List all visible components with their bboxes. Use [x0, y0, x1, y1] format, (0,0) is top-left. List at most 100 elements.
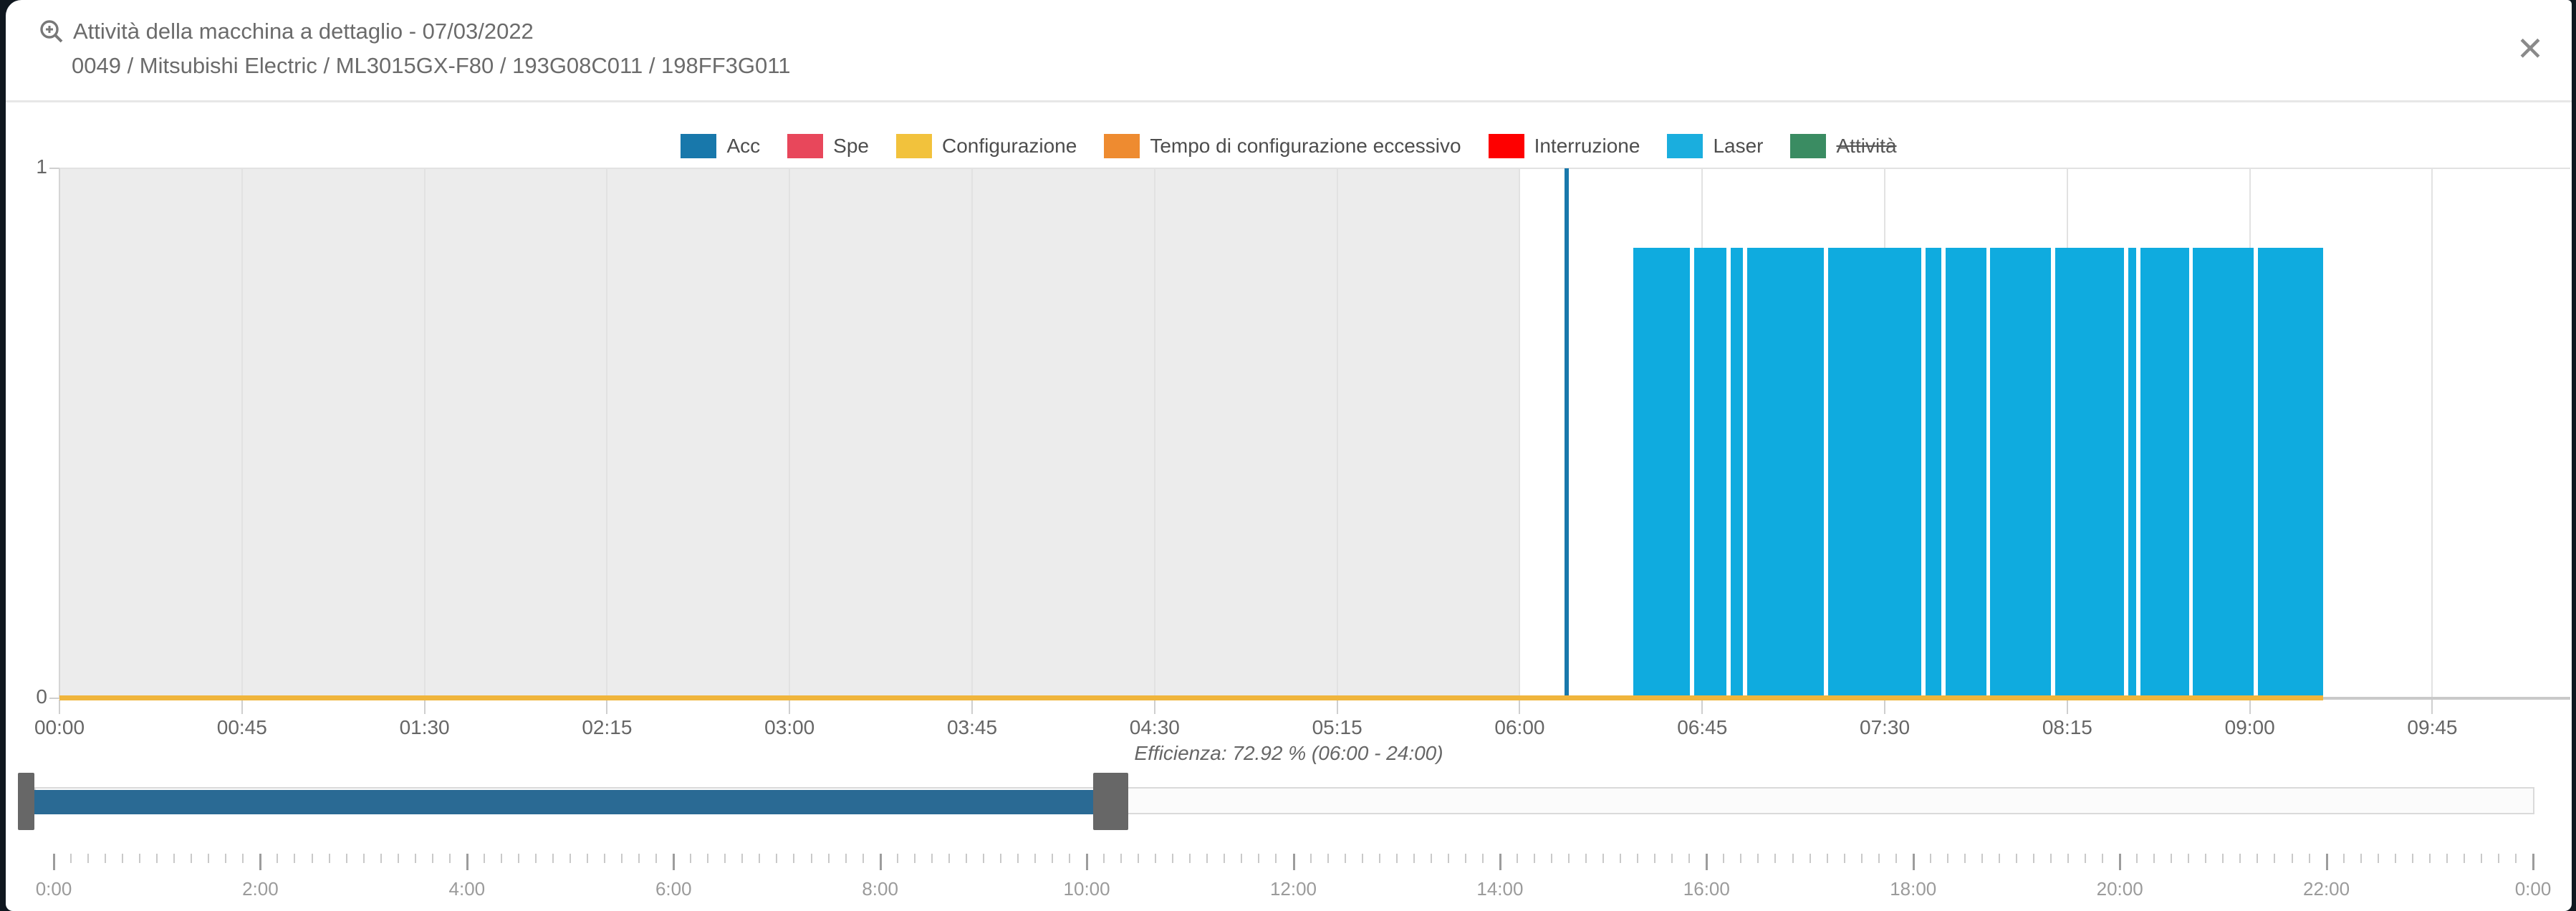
x-axis-label: 05:15 — [1312, 716, 1363, 738]
ruler-minor-tick — [2377, 854, 2379, 863]
ruler-minor-tick — [122, 854, 124, 863]
slider-handle-right[interactable] — [1093, 773, 1128, 830]
legend-label: Attività — [1836, 135, 1897, 157]
legend-swatch-icon — [681, 134, 717, 158]
x-gridline — [1336, 168, 1338, 698]
ruler-minor-tick — [2342, 854, 2345, 863]
legend-swatch-icon — [1104, 134, 1140, 158]
series-bar-laser[interactable] — [1925, 248, 1942, 700]
ruler-minor-tick — [1017, 854, 1019, 863]
x-gridline — [59, 168, 60, 698]
legend-label: Acc — [726, 135, 761, 157]
ruler-minor-tick — [2050, 854, 2052, 863]
series-bar-laser[interactable] — [1990, 248, 2052, 700]
legend-item-tempo-di-configurazione-eccessivo[interactable]: Tempo di configurazione eccessivo — [1104, 134, 1461, 158]
legend-item-spe[interactable]: Spe — [787, 134, 869, 158]
header-divider — [6, 100, 2572, 102]
ruler-minor-tick — [690, 854, 692, 863]
ruler-minor-tick — [707, 854, 709, 863]
series-baseline-configurazione[interactable] — [59, 695, 2323, 700]
slider-handle-left[interactable] — [18, 773, 34, 830]
series-bar-laser[interactable] — [2128, 248, 2137, 700]
series-bar-laser[interactable] — [1730, 248, 1743, 700]
ruler-minor-tick — [2411, 854, 2413, 863]
x-axis-tick — [1519, 700, 1521, 714]
ruler-minor-tick — [1843, 854, 1845, 863]
ruler-minor-tick — [2032, 854, 2034, 863]
ruler-minor-tick — [1481, 854, 1484, 863]
ruler-minor-tick — [1602, 854, 1605, 863]
series-bar-laser[interactable] — [2140, 248, 2189, 700]
ruler-minor-tick — [1826, 854, 1828, 863]
ruler-minor-tick — [1757, 854, 1759, 863]
series-bar-laser[interactable] — [1693, 248, 1727, 700]
ruler-minor-tick — [1895, 854, 1897, 863]
legend-label: Interruzione — [1534, 135, 1640, 157]
ruler-major-tick — [2119, 854, 2122, 870]
ruler-minor-tick — [2514, 854, 2517, 863]
x-axis-label: 01:30 — [399, 716, 450, 738]
ruler-minor-tick — [1671, 854, 1673, 863]
x-axis-label: 09:45 — [2407, 716, 2458, 738]
ruler-minor-tick — [294, 854, 296, 863]
ruler-minor-tick — [845, 854, 847, 863]
ruler-minor-tick — [534, 854, 537, 863]
x-axis-label: 06:00 — [1494, 716, 1545, 738]
slider-selected-range[interactable] — [34, 790, 1093, 814]
ruler-minor-tick — [517, 854, 519, 863]
x-axis-tick — [1336, 700, 1338, 714]
ruler-minor-tick — [225, 854, 227, 863]
ruler-minor-tick — [621, 854, 623, 863]
ruler-minor-tick — [1740, 854, 1742, 863]
ruler-minor-tick — [70, 854, 72, 863]
legend-swatch-icon — [1790, 134, 1827, 158]
ruler-minor-tick — [1275, 854, 1277, 863]
x-gridline — [423, 168, 426, 698]
y-axis-label: 1 — [36, 155, 47, 178]
ruler-minor-tick — [2446, 854, 2448, 863]
ruler-minor-tick — [2394, 854, 2396, 863]
legend-label: Spe — [833, 135, 869, 157]
x-axis-label: 04:30 — [1129, 716, 1180, 738]
legend-label: Laser — [1713, 135, 1764, 157]
ruler-minor-tick — [1860, 854, 1863, 863]
series-bar-laser[interactable] — [1945, 248, 1986, 700]
legend-swatch-icon — [1488, 134, 1524, 158]
series-bar-laser[interactable] — [1746, 248, 1825, 700]
series-bar-laser[interactable] — [2257, 248, 2323, 700]
series-bar-laser[interactable] — [2193, 248, 2254, 700]
series-bar-laser[interactable] — [1633, 248, 1691, 700]
series-bar-acc[interactable] — [1564, 168, 1569, 700]
x-axis-tick — [2249, 700, 2251, 714]
ruler-minor-tick — [1069, 854, 1071, 863]
legend-item-attivit-[interactable]: Attività — [1790, 134, 1897, 158]
series-bar-laser[interactable] — [1827, 248, 1921, 700]
ruler-major-tick — [1912, 854, 1915, 870]
x-gridline — [1519, 168, 1521, 698]
ruler-minor-tick — [242, 854, 244, 863]
ruler-minor-tick — [1981, 854, 1983, 863]
ruler-minor-tick — [1344, 854, 1346, 863]
ruler-minor-tick — [311, 854, 313, 863]
ruler-minor-tick — [380, 854, 382, 863]
modal-header: Attività della macchina a dettaglio - 07… — [6, 0, 2572, 100]
legend-item-interruzione[interactable]: Interruzione — [1488, 134, 1640, 158]
ruler-label: 8:00 — [862, 878, 898, 900]
legend-item-configurazione[interactable]: Configurazione — [895, 134, 1077, 158]
ruler-label: 0:00 — [2514, 878, 2552, 900]
ruler-label: 6:00 — [655, 878, 692, 900]
ruler-label: 20:00 — [2096, 878, 2143, 900]
ruler-major-tick — [466, 854, 468, 870]
ruler-major-tick — [2532, 854, 2534, 870]
ruler-minor-tick — [1378, 854, 1380, 863]
close-icon[interactable]: ✕ — [2516, 30, 2544, 67]
x-axis-label: 08:15 — [2042, 716, 2092, 738]
legend-item-laser[interactable]: Laser — [1667, 134, 1763, 158]
ruler-minor-tick — [156, 854, 158, 863]
series-bar-laser[interactable] — [2054, 248, 2125, 700]
ruler-minor-tick — [759, 854, 761, 863]
legend-item-acc[interactable]: Acc — [681, 134, 760, 158]
ruler-major-tick — [2325, 854, 2328, 870]
ruler-minor-tick — [776, 854, 778, 863]
ruler-minor-tick — [587, 854, 589, 863]
